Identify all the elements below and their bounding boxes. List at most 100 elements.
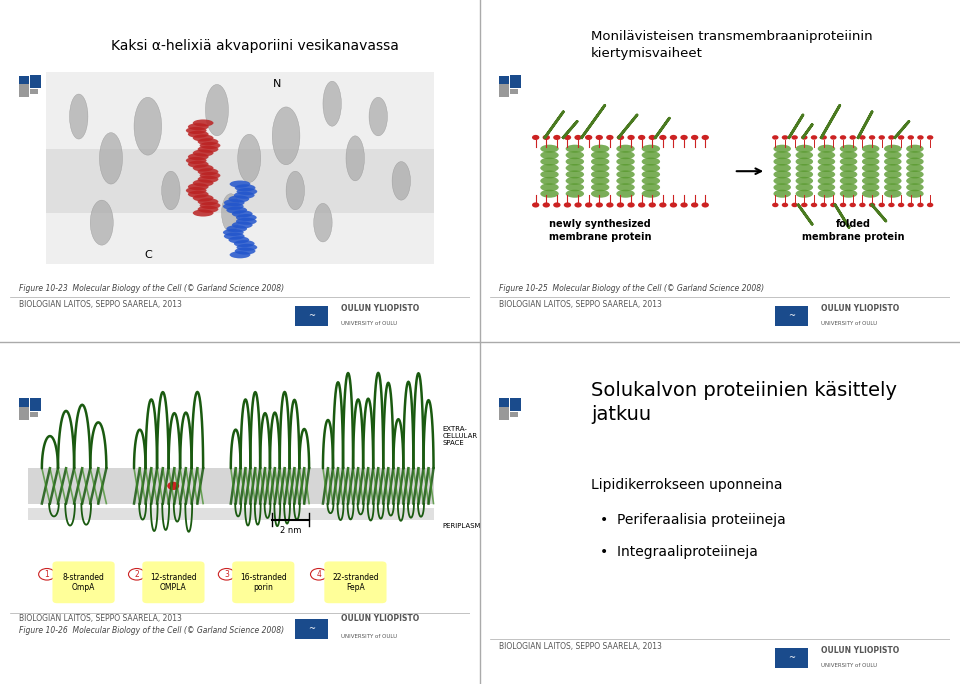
Text: 12-stranded
OMPLA: 12-stranded OMPLA (150, 573, 197, 592)
Circle shape (595, 202, 603, 207)
Bar (511, 398, 521, 404)
Text: 2: 2 (134, 570, 139, 579)
Bar (31, 75, 41, 82)
Circle shape (811, 135, 817, 140)
Ellipse shape (234, 192, 254, 199)
Circle shape (772, 202, 779, 207)
Circle shape (585, 202, 592, 207)
Ellipse shape (641, 151, 660, 159)
Circle shape (38, 568, 56, 580)
Circle shape (691, 135, 698, 140)
Ellipse shape (236, 214, 256, 221)
Ellipse shape (234, 184, 255, 192)
Text: Figure 10-25  Molecular Biology of the Cell (© Garland Science 2008): Figure 10-25 Molecular Biology of the Ce… (499, 285, 764, 293)
Circle shape (781, 135, 788, 140)
Circle shape (878, 135, 885, 140)
Circle shape (801, 135, 807, 140)
Circle shape (878, 202, 885, 207)
Ellipse shape (818, 177, 835, 185)
Bar (511, 412, 517, 417)
Circle shape (840, 202, 847, 207)
Text: BIOLOGIAN LAITOS, SEPPO SAARELA, 2013: BIOLOGIAN LAITOS, SEPPO SAARELA, 2013 (19, 300, 181, 309)
Ellipse shape (188, 191, 208, 198)
Ellipse shape (198, 146, 218, 153)
Ellipse shape (193, 135, 213, 142)
Ellipse shape (884, 164, 901, 172)
Ellipse shape (906, 189, 924, 198)
Text: Monilävisteisen transmembraaniproteiinin
kiertymisvaiheet: Monilävisteisen transmembraaniproteiinin… (591, 30, 873, 60)
Ellipse shape (641, 177, 660, 185)
Text: UNIVERSITY of OULU: UNIVERSITY of OULU (342, 633, 397, 639)
Text: UNIVERSITY of OULU: UNIVERSITY of OULU (822, 663, 877, 668)
Circle shape (681, 135, 687, 140)
Ellipse shape (818, 145, 835, 153)
Bar (19, 413, 30, 420)
Circle shape (907, 202, 914, 207)
Ellipse shape (198, 206, 218, 213)
Ellipse shape (796, 170, 813, 179)
Text: OULUN YLIOPISTO: OULUN YLIOPISTO (822, 646, 900, 655)
Circle shape (859, 135, 866, 140)
Text: 4: 4 (317, 570, 322, 579)
Circle shape (791, 135, 798, 140)
Bar (511, 404, 521, 411)
Bar (296, 306, 328, 326)
Ellipse shape (862, 151, 879, 159)
Ellipse shape (198, 168, 218, 175)
Ellipse shape (273, 107, 300, 165)
Ellipse shape (228, 237, 250, 244)
Circle shape (830, 135, 836, 140)
Bar (499, 91, 510, 97)
Ellipse shape (188, 161, 208, 168)
Ellipse shape (616, 170, 635, 179)
Circle shape (821, 202, 827, 207)
Text: ~: ~ (308, 624, 316, 633)
Circle shape (670, 135, 677, 140)
Text: •  Periferaalisia proteiineja: • Periferaalisia proteiineja (600, 513, 786, 527)
Ellipse shape (774, 177, 791, 185)
Circle shape (574, 202, 582, 207)
Circle shape (574, 135, 582, 140)
Ellipse shape (193, 164, 213, 172)
Ellipse shape (906, 157, 924, 166)
Circle shape (660, 135, 666, 140)
Circle shape (791, 202, 798, 207)
Circle shape (821, 135, 827, 140)
Text: 2 nm: 2 nm (280, 526, 301, 535)
Bar (511, 75, 521, 82)
Text: BIOLOGIAN LAITOS, SEPPO SAARELA, 2013: BIOLOGIAN LAITOS, SEPPO SAARELA, 2013 (499, 642, 661, 651)
Ellipse shape (616, 151, 635, 159)
Bar (19, 84, 30, 91)
Text: •  Integraaliproteiineja: • Integraaliproteiineja (600, 545, 758, 560)
Bar (19, 91, 30, 97)
Bar (776, 648, 808, 668)
Ellipse shape (565, 189, 584, 198)
Circle shape (649, 202, 656, 207)
Ellipse shape (862, 189, 879, 198)
Circle shape (869, 135, 876, 140)
Text: UNIVERSITY of OULU: UNIVERSITY of OULU (822, 321, 877, 326)
Bar (46, 72, 434, 265)
Ellipse shape (818, 151, 835, 159)
FancyBboxPatch shape (142, 562, 204, 603)
Ellipse shape (193, 194, 213, 202)
Ellipse shape (200, 142, 221, 149)
Ellipse shape (884, 189, 901, 198)
Ellipse shape (862, 145, 879, 153)
Bar (46, 148, 434, 213)
Ellipse shape (862, 177, 879, 185)
Ellipse shape (591, 157, 610, 166)
Ellipse shape (840, 177, 857, 185)
Circle shape (628, 135, 635, 140)
Ellipse shape (818, 170, 835, 179)
Ellipse shape (818, 164, 835, 172)
Ellipse shape (906, 183, 924, 192)
Ellipse shape (232, 222, 252, 228)
Ellipse shape (314, 203, 332, 242)
Ellipse shape (286, 171, 304, 210)
Ellipse shape (323, 81, 342, 127)
Ellipse shape (188, 183, 208, 190)
Ellipse shape (862, 164, 879, 172)
Ellipse shape (223, 229, 244, 236)
Circle shape (553, 135, 561, 140)
